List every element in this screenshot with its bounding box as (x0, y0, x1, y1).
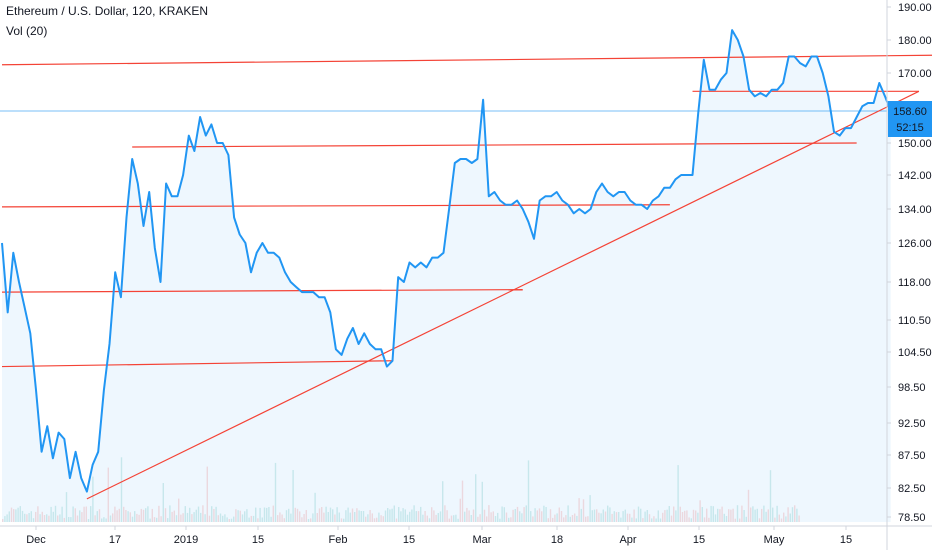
trendline[interactable] (1, 289, 523, 293)
price-area-fill (2, 30, 891, 522)
price-tick-label: 118.00 (898, 277, 931, 289)
price-tick-label: 126.00 (898, 238, 932, 250)
time-tick-label: 15 (840, 534, 852, 546)
price-tick-label: 170.00 (898, 68, 932, 80)
price-tick-label: 150.00 (898, 138, 932, 150)
price-tick-label: 87.50 (898, 450, 926, 462)
price-badge-countdown: 52:15 (896, 122, 924, 134)
time-tick-label: Mar (473, 534, 492, 546)
trendline[interactable] (1, 54, 932, 66)
time-tick-label: 2019 (174, 534, 198, 546)
price-tick-label: 78.50 (898, 512, 926, 524)
price-tick-label: 134.00 (898, 204, 932, 216)
time-tick-label: Feb (329, 534, 348, 546)
price-badge-box (888, 101, 932, 137)
time-tick-label: 17 (109, 534, 121, 546)
price-tick-label: 190.00 (898, 2, 932, 14)
trendline[interactable] (86, 90, 920, 500)
price-axis[interactable]: 190.00 180.00 170.00 150.00 142.00 134.00 126.… (887, 2, 932, 524)
volume-indicator-label[interactable]: Vol (20) (6, 24, 48, 38)
price-tick-label: 142.00 (898, 170, 932, 182)
price-tick-label: 180.00 (898, 35, 932, 47)
time-tick-label: 15 (252, 534, 264, 546)
trendline[interactable] (1, 204, 670, 208)
time-tick-label: Dec (26, 534, 46, 546)
trendlines[interactable] (1, 54, 932, 500)
time-tick-label: May (764, 534, 785, 546)
price-badge-value: 158.60 (893, 106, 927, 118)
price-series-line (1, 29, 892, 493)
price-tick-label: 98.50 (898, 382, 926, 394)
time-tick-label: 15 (403, 534, 415, 546)
price-badge: 158.60 52:15 (888, 101, 932, 137)
chart-symbol-title: Ethereum / U.S. Dollar, 120, KRAKEN (6, 4, 209, 18)
trendline[interactable] (1, 360, 393, 368)
price-tick-label: 82.50 (898, 483, 926, 495)
trendline[interactable] (132, 142, 857, 148)
price-tick-label: 110.50 (898, 315, 931, 327)
price-tick-label: 92.50 (898, 418, 926, 430)
time-axis[interactable]: Dec 17 2019 15 Feb 15 Mar 18 Apr 15 May 15 (26, 526, 852, 546)
price-tick-label: 104.50 (898, 347, 932, 359)
time-tick-label: 15 (693, 534, 705, 546)
time-tick-label: 18 (551, 534, 563, 546)
time-tick-label: Apr (619, 534, 636, 546)
